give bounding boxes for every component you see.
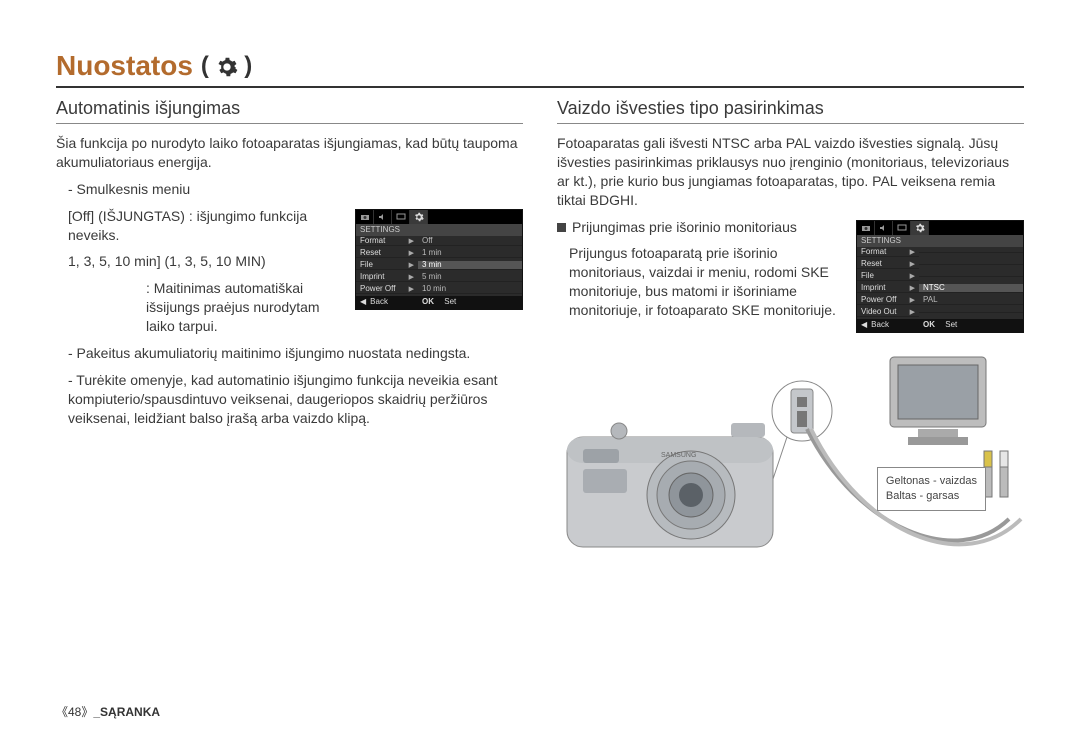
left-intro: Šia funkcija po nurodyto laiko fotoapara… [56, 134, 523, 172]
left-heading: Automatinis išjungimas [56, 98, 523, 124]
lcd-row: Power Off▶PAL [857, 295, 1023, 307]
square-bullet-icon [557, 223, 566, 232]
lcd-row-value: NTSC [919, 284, 1023, 293]
lcd-row-value: Off [418, 237, 522, 246]
lcd-row-label: Reset▶ [356, 249, 418, 258]
lcd-back-arrow-icon: ◀ [861, 321, 867, 329]
lcd-tab-camera-icon [356, 210, 374, 224]
page-title-row: Nuostatos ( ) [56, 50, 1024, 88]
right-intro: Fotoaparatas gali išvesti NTSC arba PAL … [557, 134, 1024, 210]
off-row: [Off] (IŠJUNGTAS) : išjungimo funkcija n… [68, 207, 347, 245]
lcd-rows: Format▶Reset▶File▶Imprint▶NTSCPower Off▶… [857, 247, 1023, 319]
lcd-row-label: Video Out▶ [857, 308, 919, 317]
gear-icon [216, 56, 238, 78]
yellow-label: Geltonas - vaizdas [886, 474, 977, 489]
lcd-row-value: 3 min [418, 261, 522, 270]
title-paren: ( ) [201, 52, 252, 80]
lcd-tab-camera-icon [857, 221, 875, 235]
lcd-tab-display-icon [893, 221, 911, 235]
lcd-row-label: File▶ [356, 261, 418, 270]
lcd-rows: Format▶OffReset▶1 minFile▶3 minImprint▶5… [356, 236, 522, 296]
lcd-row-label: Power Off▶ [356, 285, 418, 294]
lcd-tab-sound-icon [875, 221, 893, 235]
lcd-tab-gear-icon [911, 221, 929, 235]
right-heading: Vaizdo išvesties tipo pasirinkimas [557, 98, 1024, 124]
left-body-row: [Off] (IŠJUNGTAS) : išjungimo funkcija n… [56, 207, 523, 344]
lcd-row: Imprint▶NTSC [857, 283, 1023, 295]
camera-lcd-right: SETTINGS Format▶Reset▶File▶Imprint▶NTSCP… [856, 220, 1024, 333]
columns: Automatinis išjungimas Šia funkcija po n… [56, 98, 1024, 589]
lcd-row-value: 10 min [418, 285, 522, 294]
white-label: Baltas - garsas [886, 489, 977, 504]
lcd-row-value: PAL [919, 296, 1023, 305]
lcd-row-value [919, 312, 1023, 313]
lcd-row-value [919, 264, 1023, 265]
lcd-row-value [919, 252, 1023, 253]
connection-diagram: SAMSUNG [557, 359, 1024, 589]
left-subline: - Smulkesnis meniu [68, 180, 523, 199]
monitor-icon [884, 353, 994, 453]
footer-section: _SĄRANKA [93, 705, 160, 719]
lcd-ok-label: OK [923, 321, 935, 329]
lcd-footer: ◀ Back OK Set [857, 319, 1023, 332]
lcd-row-value: 5 min [418, 273, 522, 282]
right-body-row: Prijungimas prie išorinio monitoriaus Pr… [557, 218, 1024, 333]
lcd-row: Format▶Off [356, 236, 522, 248]
lcd-row: Format▶ [857, 247, 1023, 259]
lcd-back-label: Back [370, 298, 388, 306]
manual-page: Nuostatos ( ) Automatinis išjungimas Šia… [0, 0, 1080, 746]
left-note1: - Pakeitus akumuliatorių maitinimo išjun… [68, 344, 523, 363]
lcd-header: SETTINGS [857, 235, 1023, 247]
lcd-header: SETTINGS [356, 224, 522, 236]
lcd-back-arrow-icon: ◀ [360, 298, 366, 306]
lcd-row-label: File▶ [857, 272, 919, 281]
right-bullet-row: Prijungimas prie išorinio monitoriaus [557, 218, 848, 237]
lcd-row-label: Format▶ [857, 248, 919, 257]
camera-icon: SAMSUNG [561, 413, 791, 563]
page-title: Nuostatos [56, 50, 193, 82]
lcd-row-label: Format▶ [356, 237, 418, 246]
lcd-row: Imprint▶5 min [356, 272, 522, 284]
time-desc: : Maitinimas automatiškai išsijungs praė… [146, 279, 347, 336]
lcd-tab-display-icon [392, 210, 410, 224]
cable-label-box: Geltonas - vaizdas Baltas - garsas [877, 467, 986, 512]
right-body-text: Prijungimas prie išorinio monitoriaus Pr… [557, 218, 848, 328]
lcd-tabs [356, 210, 522, 224]
lcd-row: File▶3 min [356, 260, 522, 272]
lcd-back-label: Back [871, 321, 889, 329]
lcd-set-label: Set [945, 321, 957, 329]
time-label: 1, 3, 5, 10 min] (1, 3, 5, 10 MIN) [68, 252, 347, 271]
lcd-row: Video Out▶ [857, 307, 1023, 319]
camera-lcd-left: SETTINGS Format▶OffReset▶1 minFile▶3 min… [355, 209, 523, 310]
lcd-tabs [857, 221, 1023, 235]
svg-text:SAMSUNG: SAMSUNG [661, 452, 696, 459]
lcd-footer: ◀ Back OK Set [356, 296, 522, 309]
lcd-tab-gear-icon [410, 210, 428, 224]
lcd-row: Reset▶ [857, 259, 1023, 271]
lcd-row: Power Off▶10 min [356, 284, 522, 296]
lcd-row-label: Reset▶ [857, 260, 919, 269]
lcd-row: Reset▶1 min [356, 248, 522, 260]
lcd-ok-label: OK [422, 298, 434, 306]
page-footer: 《48》_SĄRANKA [56, 703, 160, 720]
lcd-row-label: Power Off▶ [857, 296, 919, 305]
lcd-row-label: Imprint▶ [857, 284, 919, 293]
right-bullet-label: Prijungimas prie išorinio monitoriaus [572, 219, 797, 235]
lcd-row-value [919, 276, 1023, 277]
lcd-row: File▶ [857, 271, 1023, 283]
av-port-callout [767, 359, 837, 509]
lcd-set-label: Set [444, 298, 456, 306]
lcd-row-label: Imprint▶ [356, 273, 418, 282]
right-column: Vaizdo išvesties tipo pasirinkimas Fotoa… [557, 98, 1024, 589]
left-body-text: [Off] (IŠJUNGTAS) : išjungimo funkcija n… [56, 207, 347, 344]
left-note2: - Turėkite omenyje, kad automatinio išju… [68, 371, 523, 428]
off-label: [Off] (IŠJUNGTAS) [68, 208, 185, 224]
left-column: Automatinis išjungimas Šia funkcija po n… [56, 98, 523, 589]
lcd-tab-sound-icon [374, 210, 392, 224]
lcd-row-value: 1 min [418, 249, 522, 258]
page-number: 《48》 [56, 705, 93, 719]
right-bullet-body: Prijungus fotoaparatą prie išorinio moni… [569, 244, 848, 320]
